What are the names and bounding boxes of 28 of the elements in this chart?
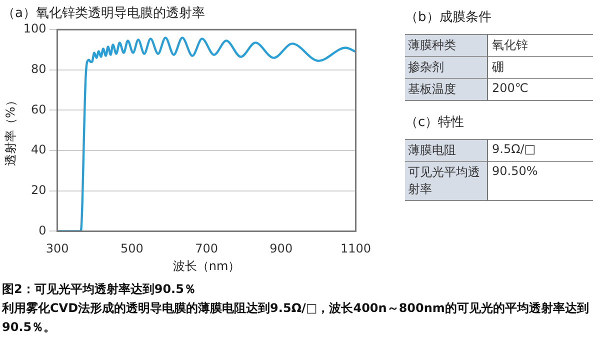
y-tick-label: 80 <box>31 62 46 76</box>
y-axis-title: 透射率（%） <box>3 94 18 166</box>
text: 利用雾化CVD法形成的透明导电膜的薄膜电阻达到9.5Ω/□，波长400n～800nm的可见光的平均透射率达到90.5％。 <box>2 300 590 336</box>
x-tick-label: 300 <box>46 242 69 256</box>
text: 薄膜种类 <box>405 34 488 56</box>
text: 90.50% <box>491 163 539 180</box>
x-tick-label: 500 <box>120 242 144 256</box>
text: 硼 <box>491 59 505 76</box>
text: 200℃ <box>491 80 530 97</box>
text: 薄膜电阻 <box>405 140 488 162</box>
x-axis-title: 波长（nm） <box>172 258 240 273</box>
text: 基板温度 <box>405 78 488 100</box>
text: （c）特性 <box>405 114 466 131</box>
text: 9.5Ω/□ <box>491 141 537 158</box>
text: 可见光平均透射率 <box>405 162 488 200</box>
text: 掺杂剂 <box>405 56 488 78</box>
y-tick-label: 100 <box>23 22 46 36</box>
x-tick-label: 1100 <box>340 242 372 256</box>
x-tick-label: 900 <box>270 242 293 256</box>
y-tick-label: 0 <box>38 223 46 238</box>
chart-title: （a）氧化锌类透明导电膜的透射率 <box>2 5 205 22</box>
y-tick-label: 20 <box>31 183 46 198</box>
x-tick-label: 700 <box>195 242 218 256</box>
y-tick-label: 40 <box>31 142 46 157</box>
text: 氧化锌 <box>491 37 529 54</box>
text: （b）成膜条件 <box>405 9 492 26</box>
y-tick-label: 60 <box>31 102 46 116</box>
caption: 图2：可见光平均透射率达到90.5％ <box>2 281 197 298</box>
